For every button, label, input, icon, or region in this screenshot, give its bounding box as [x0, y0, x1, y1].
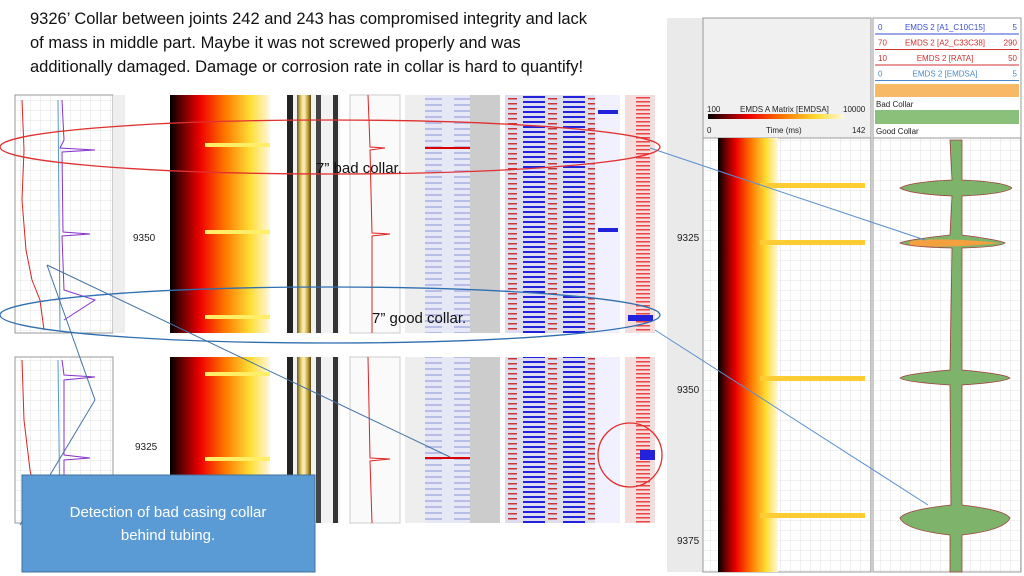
legend-name: EMDS 2 [A2_C33C38]	[905, 39, 985, 48]
shape	[21, 99, 45, 331]
label: 9325	[135, 442, 158, 453]
shape	[205, 143, 270, 147]
shape	[287, 95, 340, 333]
label: Detection of bad casing collar	[70, 504, 267, 521]
shape	[205, 230, 270, 234]
shape	[205, 457, 270, 461]
shape	[287, 95, 293, 333]
shape	[667, 18, 703, 572]
shape	[367, 94, 391, 333]
legend-name: EMDS 2 [EMDSA]	[913, 70, 978, 79]
shape	[597, 422, 663, 488]
legend-min: 0	[878, 70, 883, 79]
shape	[760, 240, 865, 245]
shape	[875, 84, 1019, 97]
legend-min: 10	[878, 54, 887, 63]
shape	[702, 17, 872, 139]
shape	[625, 357, 655, 523]
shape	[205, 372, 270, 376]
shape	[333, 95, 338, 333]
shape	[595, 357, 620, 523]
log-top: 9350	[14, 94, 655, 334]
shape	[57, 99, 61, 331]
legend-name: EMDS 2 [A1_C10C15]	[905, 23, 985, 32]
shape	[59, 99, 97, 321]
shape	[760, 513, 865, 518]
shape	[505, 357, 595, 523]
bad-collar-label: 7” bad collar.	[316, 160, 402, 177]
shape	[0, 286, 661, 344]
legend-min: 0	[878, 23, 883, 32]
shape	[598, 228, 618, 232]
label: Time (ms)	[766, 126, 802, 135]
shape	[333, 357, 338, 523]
label: 142	[852, 126, 866, 135]
legend-max: 5	[1013, 23, 1018, 32]
label: 10000	[843, 105, 866, 114]
label: 9326’ Collar between joints 242 and 243 …	[30, 10, 588, 28]
shape	[425, 95, 470, 333]
shape	[470, 357, 500, 523]
shape	[760, 183, 865, 188]
shape	[170, 95, 270, 333]
good-collar-label: 7” good collar.	[372, 310, 466, 327]
shape	[625, 95, 655, 333]
shape	[899, 139, 1013, 573]
label: additionally damaged. Damage or corrosio…	[30, 58, 583, 76]
label: of mass in middle part. Maybe it was not…	[30, 34, 521, 52]
label: 9350	[133, 233, 156, 244]
shape	[875, 110, 1019, 124]
shape	[316, 95, 321, 333]
legend-max: 290	[1004, 39, 1018, 48]
label: 9375	[677, 536, 700, 547]
shape	[297, 95, 311, 333]
shape	[505, 95, 595, 333]
shape	[760, 376, 865, 381]
legend-max: 5	[1013, 70, 1018, 79]
shape	[649, 147, 926, 241]
shape	[425, 357, 470, 523]
label: Good Collar	[876, 127, 919, 136]
shape	[470, 95, 500, 333]
legend-name: EMDS 2 [RATA]	[917, 54, 974, 63]
label: 100	[707, 105, 721, 114]
callout-box	[21, 474, 316, 573]
title: 9326’ Collar between joints 242 and 243 …	[30, 10, 588, 76]
label: behind tubing.	[121, 527, 215, 544]
label: EMDS A Matrix [EMDSA]	[740, 105, 829, 114]
annotations	[0, 119, 929, 526]
shape	[287, 357, 293, 523]
shape	[595, 95, 620, 333]
shape	[205, 315, 270, 319]
shape	[349, 94, 401, 334]
shape	[367, 356, 391, 524]
shape	[61, 359, 96, 520]
shape	[46, 264, 451, 458]
log-right: 100 EMDS A Matrix [EMDSA] 10000 0 Time (…	[667, 17, 1022, 573]
shape	[654, 329, 929, 506]
shape	[718, 138, 778, 572]
shape	[910, 239, 1000, 247]
shape: 0 EMDS 2 [A1_C10C15] 5 70 EMDS 2 [A2_C33C38]…	[875, 23, 1019, 81]
shape	[640, 450, 655, 460]
label: Bad Collar	[876, 100, 914, 109]
shape	[316, 357, 321, 523]
shape	[0, 119, 661, 175]
shape	[113, 95, 125, 333]
shape	[628, 315, 653, 321]
shape	[405, 95, 425, 333]
legend-min: 70	[878, 39, 887, 48]
label: 0	[707, 126, 712, 135]
legend-max: 50	[1008, 54, 1017, 63]
shape	[349, 356, 401, 524]
label: 9350	[677, 385, 700, 396]
shape	[708, 114, 844, 119]
label: 9325	[677, 233, 700, 244]
shape	[598, 110, 618, 114]
